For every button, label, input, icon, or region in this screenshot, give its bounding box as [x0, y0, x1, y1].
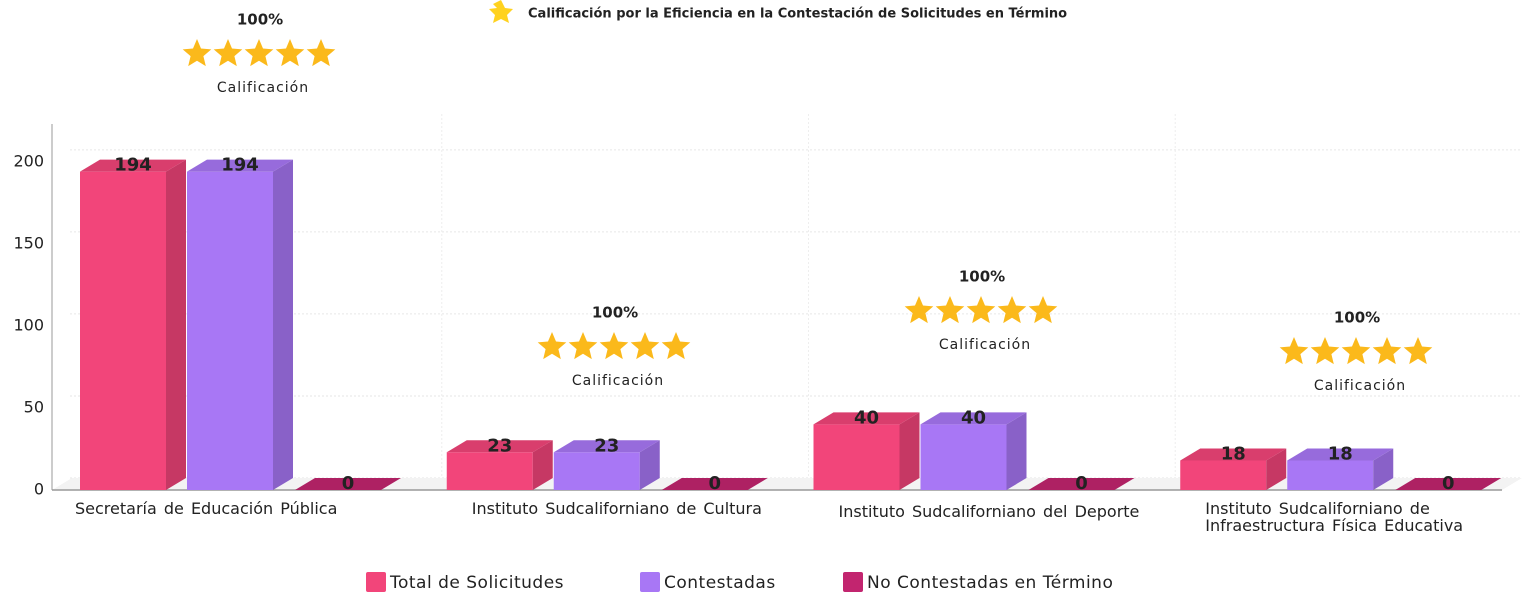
y-tick-label: 200: [13, 151, 44, 170]
rating-star: [600, 332, 629, 359]
legend-label: Contestadas: [664, 573, 776, 593]
rating-value: 100%: [592, 304, 638, 322]
rating-star: [1373, 337, 1402, 364]
y-tick-label: 0: [34, 480, 44, 499]
rating-star: [307, 39, 336, 66]
bar: [80, 160, 186, 490]
rating-label: Calificación: [572, 373, 664, 389]
value-label: 0: [708, 473, 721, 494]
value-label: 18: [1221, 443, 1246, 464]
rating-star: [662, 332, 691, 359]
rating-star: [631, 332, 660, 359]
legend-label: No Contestadas en Término: [867, 573, 1113, 593]
rating-star: [1280, 337, 1309, 364]
y-tick-label: 100: [13, 315, 44, 334]
x-tick-label: Instituto Sudcaliforniano de Infraestruc…: [1205, 500, 1515, 534]
legend-swatch: [366, 572, 386, 592]
rating-star: [538, 332, 567, 359]
rating-star: [905, 296, 934, 323]
legend-label: Total de Solicitudes: [389, 573, 564, 593]
y-tick-label: 50: [24, 397, 44, 416]
bar-side: [900, 412, 920, 490]
value-label: 0: [1075, 473, 1088, 494]
rating-star: [183, 39, 212, 66]
bar-side: [1007, 412, 1027, 490]
bar-front: [1180, 460, 1266, 490]
value-label: 40: [854, 407, 879, 428]
rating-star: [1342, 337, 1371, 364]
value-label: 194: [114, 155, 152, 176]
value-label: 0: [342, 473, 355, 494]
bar-side: [166, 160, 186, 490]
rating-star: [1311, 337, 1340, 364]
bar-front: [80, 172, 166, 490]
rating-star: [245, 39, 274, 66]
chart-title: Calificación por la Eficiencia en la Con…: [528, 7, 1067, 22]
x-tick-label: Instituto Sudcaliforniano de Cultura: [472, 500, 782, 517]
value-label: 40: [961, 407, 986, 428]
y-tick-label: 150: [13, 233, 44, 252]
rating-star: [967, 296, 996, 323]
rating-star: [1404, 337, 1433, 364]
bar-front: [554, 452, 640, 490]
rating-star: [998, 296, 1027, 323]
bar-side: [273, 160, 293, 490]
page: Calificación por la Eficiencia en la Con…: [0, 0, 1533, 597]
rating-star: [569, 332, 598, 359]
bar-front: [1287, 460, 1373, 490]
rating-value: 100%: [1334, 309, 1380, 327]
bar-front: [921, 424, 1007, 490]
title-star: [489, 0, 513, 23]
x-tick-label: Secretaría de Educación Pública: [75, 500, 385, 517]
rating-star: [276, 39, 305, 66]
bar: [187, 160, 293, 490]
value-label: 0: [1442, 473, 1455, 494]
legend-swatch: [843, 572, 863, 592]
rating-value: 100%: [959, 268, 1005, 286]
value-label: 23: [594, 435, 619, 456]
rating-star: [1029, 296, 1058, 323]
rating-label: Calificación: [939, 337, 1031, 353]
rating-label: Calificación: [1314, 378, 1406, 394]
rating-label: Calificación: [217, 80, 309, 96]
rating-star: [214, 39, 243, 66]
rating-value: 100%: [237, 11, 283, 29]
bar-front: [447, 452, 533, 490]
legend-swatch: [640, 572, 660, 592]
bar-front: [187, 172, 273, 490]
value-label: 23: [487, 435, 512, 456]
rating-star: [936, 296, 965, 323]
value-label: 194: [221, 155, 259, 176]
value-label: 18: [1328, 443, 1353, 464]
bar-front: [814, 424, 900, 490]
x-tick-label: Instituto Sudcaliforniano del Deporte: [839, 503, 1149, 520]
